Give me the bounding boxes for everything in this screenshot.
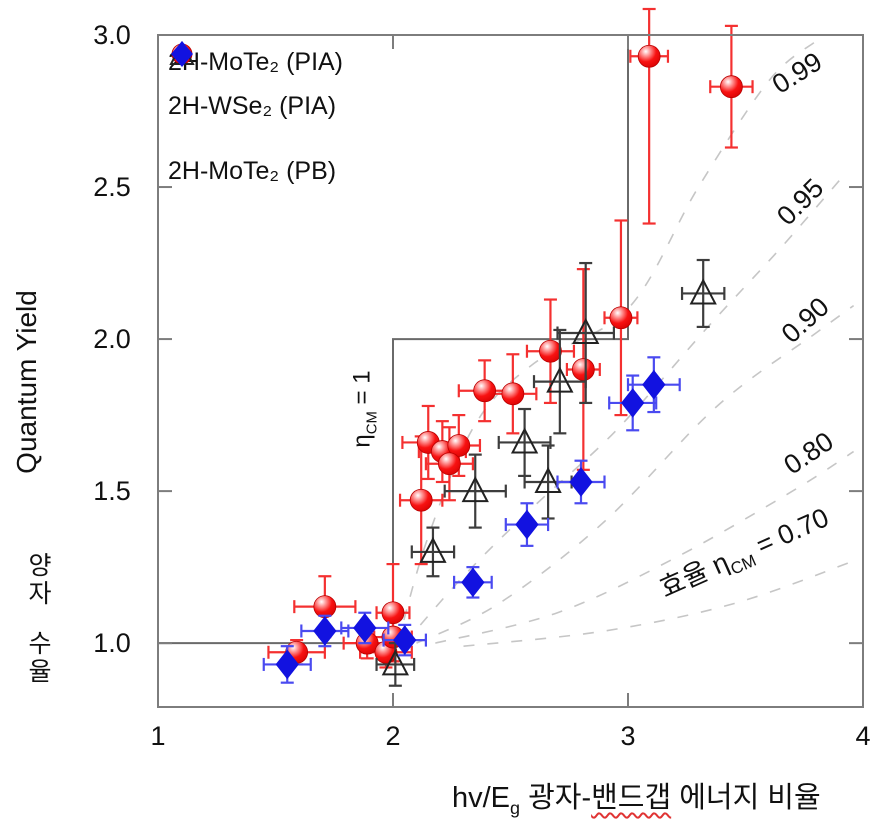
data-point-wse2-pia bbox=[419, 536, 447, 563]
data-point-wse2-pia bbox=[534, 466, 562, 493]
data-point-mote2-pia bbox=[447, 434, 471, 457]
legend-item-label: 2H-MoTe₂ (PB) bbox=[168, 156, 337, 185]
data-point-wse2-pia bbox=[510, 427, 539, 454]
model-curve-eta-0.90 bbox=[416, 304, 855, 644]
legend-item-label: 2H-WSe₂ (PIA) bbox=[168, 91, 337, 120]
y-tick-label: 3.0 bbox=[93, 20, 131, 50]
x-tick-label: 2 bbox=[385, 721, 400, 751]
data-point-mote2-pb bbox=[621, 388, 645, 418]
y-tick-label: 2.0 bbox=[93, 324, 131, 354]
y-axis-title-english: Quantum Yield bbox=[11, 290, 42, 474]
x-axis-title-korean-underlined: 밴드갭 bbox=[591, 782, 672, 814]
legend-item: 2H-WSe₂ (PIA) bbox=[168, 40, 343, 128]
legend-item-label: 2H-MoTe₂ (PIA) bbox=[168, 47, 344, 76]
data-point-mote2-pb bbox=[313, 616, 337, 646]
x-axis-title: hv/Eg 광자-밴드갭 에너지 비율 bbox=[452, 774, 821, 819]
svg-text:0.95: 0.95 bbox=[771, 173, 829, 231]
step-line-path bbox=[158, 35, 629, 645]
data-point-mote2-pia bbox=[473, 379, 497, 403]
x-axis-title-formula: hv/E bbox=[452, 782, 511, 814]
data-point-wse2-pia bbox=[572, 317, 600, 344]
y-tick-label: 1.0 bbox=[93, 628, 131, 658]
data-point-mote2-pia bbox=[381, 601, 405, 625]
data-point-mote2-pia bbox=[437, 452, 461, 476]
x-tick-label: 3 bbox=[620, 721, 635, 751]
model-curves bbox=[396, 40, 855, 647]
data-point-mote2-pia bbox=[637, 44, 661, 68]
model-curve-eta-0.70 bbox=[463, 560, 854, 647]
axes-frame: 1 2 3 4 1.0 1.5 2.0 2.5 3.0 bbox=[93, 20, 870, 751]
x-tick-label: 4 bbox=[855, 721, 870, 751]
svg-text:0.99: 0.99 bbox=[767, 46, 827, 99]
plot-frame bbox=[157, 34, 864, 708]
y-tick-label: 2.5 bbox=[93, 172, 131, 202]
series-blue-diamond bbox=[262, 356, 681, 684]
svg-text:0.80: 0.80 bbox=[778, 426, 838, 480]
blue-diamond-icon bbox=[171, 41, 193, 67]
data-point-wse2-pia bbox=[381, 649, 409, 676]
svg-text:0.90: 0.90 bbox=[776, 291, 835, 348]
data-point-mote2-pb bbox=[275, 649, 299, 680]
data-point-wse2-pia bbox=[461, 475, 489, 503]
data-point-wse2-pia bbox=[689, 278, 717, 305]
y-axis-title-korean-1: 양자 bbox=[24, 552, 52, 608]
y-axis-title-korean-2: 수율 bbox=[24, 630, 52, 686]
data-point-mote2-pb bbox=[393, 625, 417, 655]
x-axis-title-formula-subscript: g bbox=[510, 797, 521, 818]
x-tick-label: 1 bbox=[150, 721, 165, 751]
data-point-mote2-pb bbox=[353, 613, 377, 643]
data-point-mote2-pia bbox=[571, 358, 595, 381]
series-open-triangle bbox=[375, 258, 726, 687]
legend-item: 2H-MoTe₂ (PB) bbox=[168, 41, 343, 193]
step-line bbox=[158, 35, 629, 645]
data-point-mote2-pia bbox=[720, 75, 743, 99]
data-point-mote2-pia bbox=[501, 382, 525, 406]
data-point-mote2-pia bbox=[409, 488, 433, 512]
legend: 2H-MoTe₂ (PIA) 2H-WSe₂ (PIA) 2H-MoTe₂ (PB) bbox=[168, 40, 343, 193]
x-axis-title-korean-2: 에너지 비율 bbox=[671, 782, 821, 814]
svg-text:ηCM = 1: ηCM = 1 bbox=[349, 370, 381, 447]
y-tick-label: 1.5 bbox=[93, 476, 131, 506]
data-point-mote2-pia bbox=[313, 595, 337, 619]
x-axis-title-korean-1: 광자- bbox=[520, 782, 592, 814]
series-glossy-red-circle bbox=[267, 7, 754, 669]
data-point-mote2-pia bbox=[539, 339, 562, 363]
data-point-mote2-pb bbox=[642, 369, 666, 400]
model-curve-eta-0.80 bbox=[435, 450, 855, 644]
data-point-mote2-pia bbox=[609, 306, 633, 330]
data-point-mote2-pb bbox=[515, 509, 539, 540]
data-point-mote2-pb bbox=[569, 467, 593, 497]
data-point-mote2-pb bbox=[461, 567, 485, 598]
data-point-wse2-pia bbox=[546, 366, 574, 393]
